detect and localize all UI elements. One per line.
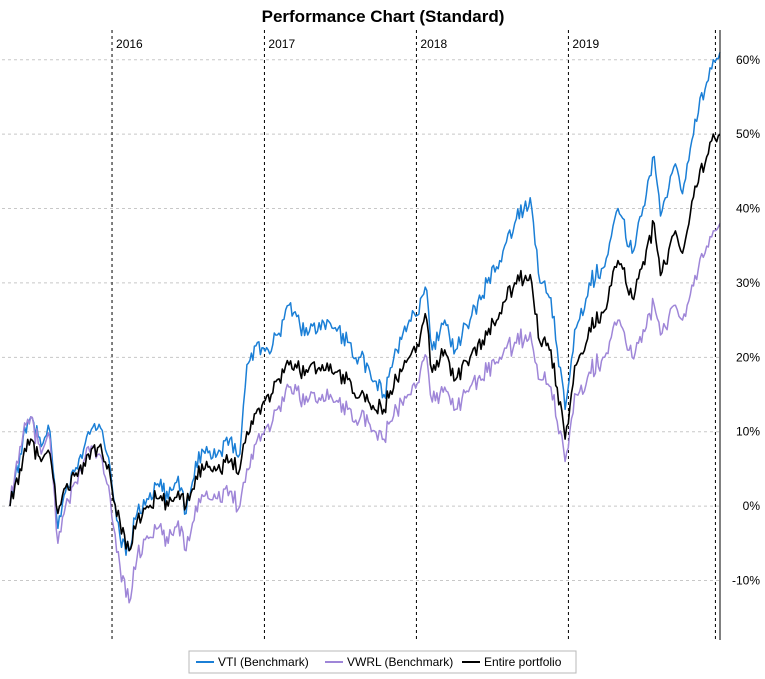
y-tick-label: -10% — [732, 573, 760, 587]
series-line-vwrl-benchmark — [9, 223, 721, 604]
y-gridlines — [2, 59, 720, 581]
series-line-vti-benchmark — [9, 52, 721, 556]
legend-item-label[interactable]: VWRL (Benchmark) — [347, 655, 453, 669]
y-tick-label: 10% — [736, 425, 760, 439]
legend-box — [188, 650, 577, 674]
y-tick-label: 60% — [736, 53, 760, 67]
year-markers: 2016 2017 2018 2019 — [111, 30, 721, 640]
legend-item-label[interactable]: Entire portfolio — [484, 655, 562, 669]
year-label: 2019 — [572, 37, 599, 51]
y-tick-label: 50% — [736, 127, 760, 141]
series-lines — [9, 52, 721, 604]
legend[interactable]: VTI (Benchmark) VWRL (Benchmark) Entire po… — [188, 650, 577, 674]
series-line-entire-portfolio — [9, 133, 721, 552]
year-label: 2017 — [268, 37, 295, 51]
y-tick-label: 0% — [743, 499, 761, 513]
year-label: 2018 — [420, 37, 447, 51]
legend-item-label[interactable]: VTI (Benchmark) — [218, 655, 309, 669]
y-tick-label: 40% — [736, 202, 760, 216]
y-tick-labels: -10% 0% 10% 20% 30% 40% 50% 60% — [732, 53, 760, 588]
y-tick-label: 20% — [736, 350, 760, 364]
chart-title: Performance Chart (Standard) — [262, 7, 505, 26]
y-tick-label: 30% — [736, 276, 760, 290]
year-label: 2016 — [116, 37, 143, 51]
